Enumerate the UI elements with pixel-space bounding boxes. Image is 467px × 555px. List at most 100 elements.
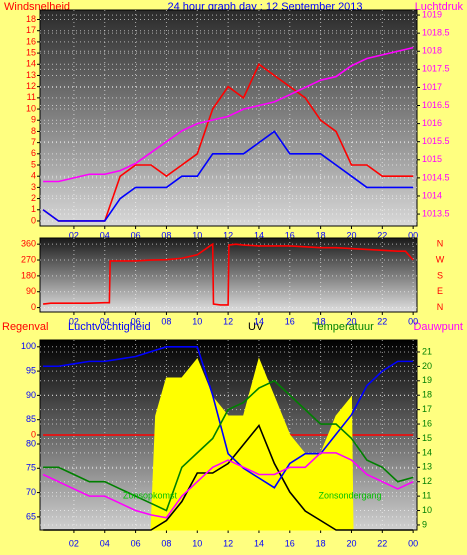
compass-label: N [437, 302, 444, 312]
y-tick-label: 0 [31, 215, 36, 225]
x-tick-label: 22 [377, 316, 387, 326]
uv-label: UV [248, 321, 264, 333]
x-tick-label: 08 [161, 538, 171, 548]
compass-label: N [437, 239, 444, 249]
x-tick-label: 14 [254, 230, 264, 240]
y2-tick-label: 1015 [422, 154, 442, 164]
x-tick-label: 00 [408, 538, 418, 548]
x-tick-label: 22 [377, 230, 387, 240]
y2-tick-label: 21 [422, 346, 432, 356]
x-tick-label: 06 [131, 538, 141, 548]
x-tick-label: 10 [192, 538, 202, 548]
x-tick-label: 08 [161, 316, 171, 326]
series-line [43, 46, 414, 183]
y-tick-label: 75 [26, 463, 36, 473]
y2-tick-label: 1017.5 [422, 64, 450, 74]
x-tick-label: 12 [223, 316, 233, 326]
y2-tick-label: 1019 [422, 9, 442, 19]
temperature-label: Temperatuur [312, 321, 374, 333]
compass-label: S [437, 270, 443, 280]
y-tick-label: 90 [26, 390, 36, 400]
x-tick-label: 00 [408, 316, 418, 326]
y-tick-label: 270 [21, 254, 36, 264]
x-tick-label: 04 [100, 538, 110, 548]
y2-tick-label: 1014 [422, 190, 442, 200]
y-tick-label: 2 [31, 193, 36, 203]
x-tick-label: 04 [100, 230, 110, 240]
y-tick-label: 8 [31, 126, 36, 136]
y-tick-label: 360 [21, 239, 36, 249]
y2-tick-label: 1013.5 [422, 208, 450, 218]
y2-tick-label: 1016.5 [422, 100, 450, 110]
series-line [42, 242, 414, 306]
y-tick-label: 9 [31, 115, 36, 125]
y2-tick-label: 9 [422, 519, 427, 529]
y-tick-label: 4 [31, 171, 36, 181]
series-line [42, 130, 414, 222]
x-tick-label: 16 [285, 316, 295, 326]
y-tick-label: 95 [26, 365, 36, 375]
dewpoint-label: Dauwpunt [413, 321, 463, 333]
pressure-label: Luchtdruk [415, 1, 464, 13]
y2-tick-label: 13 [422, 462, 432, 472]
y-tick-label: 11 [27, 92, 36, 102]
x-tick-label: 14 [254, 538, 264, 548]
compass-label: E [437, 286, 443, 296]
rain-label: Regenval [2, 321, 48, 333]
x-tick-label: 20 [346, 230, 356, 240]
x-tick-label: 08 [161, 230, 171, 240]
y2-tick-label: 1016 [422, 118, 442, 128]
x-tick-label: 06 [131, 230, 141, 240]
y-tick-label: 70 [26, 487, 36, 497]
x-tick-label: 20 [346, 316, 356, 326]
x-tick-label: 02 [69, 316, 79, 326]
x-tick-label: 04 [100, 316, 110, 326]
x-tick-label: 10 [192, 316, 202, 326]
y-tick-label: 85 [26, 414, 36, 424]
x-tick-label: 16 [285, 230, 295, 240]
x-tick-label: 12 [223, 538, 233, 548]
x-tick-label: 18 [316, 230, 326, 240]
y2-tick-label: 16 [422, 418, 432, 428]
y2-tick-label: 14 [422, 447, 432, 457]
annotation: Zonsondergang [318, 490, 381, 500]
x-tick-label: 20 [346, 538, 356, 548]
series-line [43, 379, 414, 512]
y2-tick-label: 12 [422, 476, 432, 486]
y2-tick-label: 1017 [422, 82, 442, 92]
y-tick-label: 18 [26, 14, 36, 24]
compass-label: W [436, 254, 445, 264]
x-tick-label: 16 [285, 538, 295, 548]
y-tick-label: 0 [31, 429, 36, 439]
y2-tick-label: 1014.5 [422, 172, 450, 182]
y-tick-label: 80 [26, 438, 36, 448]
y-tick-label: 3 [31, 182, 36, 192]
x-tick-label: 06 [131, 316, 141, 326]
y2-tick-label: 1018 [422, 46, 442, 56]
y2-tick-label: 11 [422, 490, 431, 500]
y2-tick-label: 20 [422, 361, 432, 371]
y-tick-label: 1 [31, 204, 36, 214]
y2-tick-label: 17 [422, 404, 432, 414]
y-tick-label: 10 [26, 103, 36, 113]
y2-tick-label: 1015.5 [422, 136, 450, 146]
y-tick-label: 100 [21, 341, 36, 351]
y-tick-label: 5 [31, 159, 36, 169]
y-tick-label: 65 [26, 511, 36, 521]
y2-tick-label: 19 [422, 375, 432, 385]
x-tick-label: 02 [69, 230, 79, 240]
x-tick-label: 02 [69, 538, 79, 548]
y-tick-label: 12 [26, 81, 36, 91]
humidity-label: Luchtvochtigheid [68, 321, 151, 333]
y-tick-label: 13 [26, 70, 36, 80]
x-tick-label: 14 [254, 316, 264, 326]
y-tick-label: 0 [31, 302, 36, 312]
y-tick-label: 17 [26, 25, 36, 35]
y2-tick-label: 18 [422, 390, 432, 400]
series-line [43, 346, 414, 489]
y2-tick-label: 15 [422, 433, 432, 443]
x-tick-label: 10 [192, 230, 202, 240]
x-tick-label: 18 [316, 538, 326, 548]
annotation: Zonsopkomst [123, 490, 178, 500]
